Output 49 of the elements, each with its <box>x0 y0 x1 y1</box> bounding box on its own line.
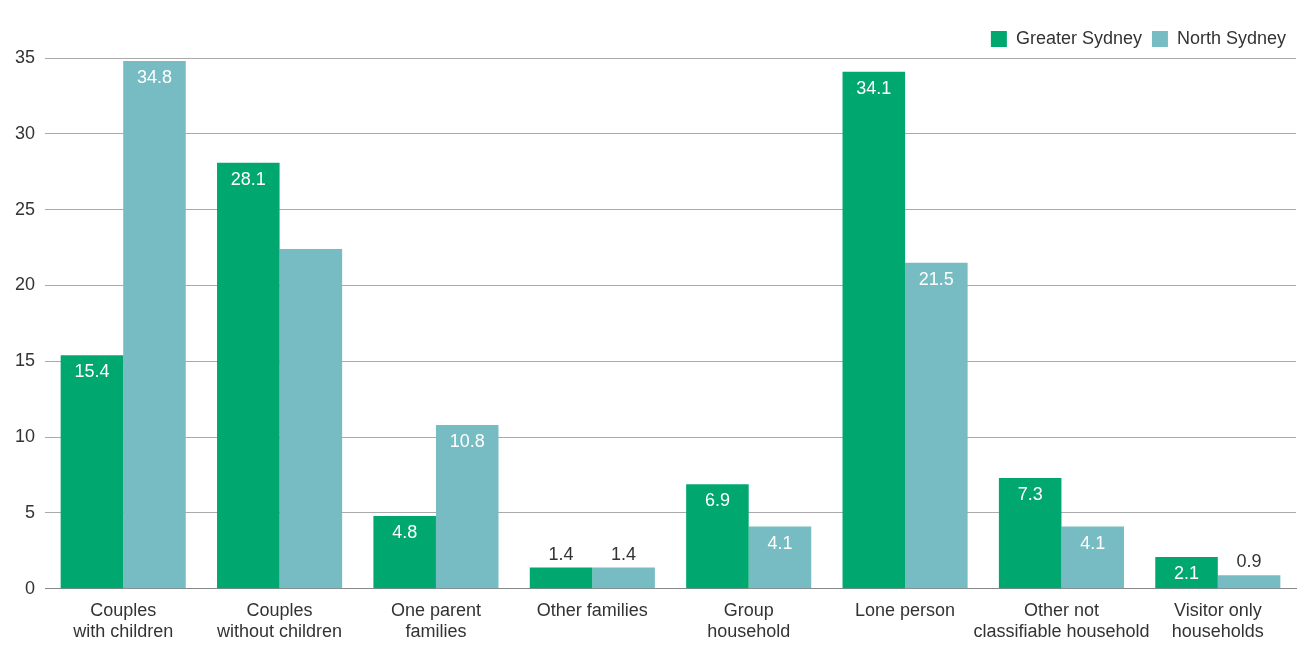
data-label: 4.1 <box>767 532 793 553</box>
data-label: 2.1 <box>1174 562 1200 583</box>
bar <box>529 567 593 589</box>
x-tick-label: Couples with children <box>72 599 174 642</box>
bar <box>435 425 499 589</box>
data-label: 1.4 <box>548 543 574 564</box>
bar <box>123 61 186 589</box>
legend-label: North Sydney <box>1176 27 1287 48</box>
data-label: 34.1 <box>856 77 892 98</box>
x-tick-label: Visitor only households <box>1171 599 1264 642</box>
bar <box>279 249 343 589</box>
bar <box>217 162 280 589</box>
data-label: 1.4 <box>611 543 637 564</box>
x-tick-label: Group household <box>707 599 791 642</box>
data-label: 28.1 <box>230 168 266 189</box>
bar <box>998 478 1062 589</box>
bar <box>373 516 436 589</box>
x-tick-label: Other families <box>536 599 648 620</box>
bar <box>748 526 812 589</box>
y-tick-label: 5 <box>25 501 36 522</box>
x-tick-label: Lone person <box>855 599 956 620</box>
bar <box>842 71 906 589</box>
bar <box>1217 575 1281 589</box>
x-tick-label: Other not classifiable household <box>973 599 1150 642</box>
data-label: 7.3 <box>1017 484 1043 505</box>
legend-label: Greater Sydney <box>1015 27 1142 48</box>
y-tick-label: 30 <box>14 122 36 143</box>
x-tick-label: One parent families <box>390 599 481 642</box>
bar <box>1155 556 1218 589</box>
data-label: 21.5 <box>918 268 954 289</box>
data-label: 4.8 <box>392 521 418 542</box>
bar <box>60 355 124 589</box>
y-tick-label: 25 <box>14 198 36 219</box>
y-tick-label: 15 <box>14 350 36 371</box>
y-tick-label: 10 <box>14 426 36 447</box>
bar <box>592 567 655 589</box>
data-label: 4.1 <box>1080 532 1106 553</box>
data-label: 34.8 <box>136 67 173 87</box>
data-label: 0.9 <box>1236 551 1262 572</box>
y-tick-label: 35 <box>14 46 36 67</box>
data-label: 6.9 <box>704 490 730 511</box>
y-tick-label: 20 <box>14 274 36 295</box>
data-label: 15.4 <box>74 361 110 382</box>
bar <box>905 262 968 589</box>
bar <box>1061 526 1124 589</box>
bar <box>686 484 749 589</box>
data-label: 10.8 <box>449 430 485 451</box>
y-tick-label: 0 <box>25 577 36 598</box>
x-tick-label: Couples without children <box>216 599 343 642</box>
